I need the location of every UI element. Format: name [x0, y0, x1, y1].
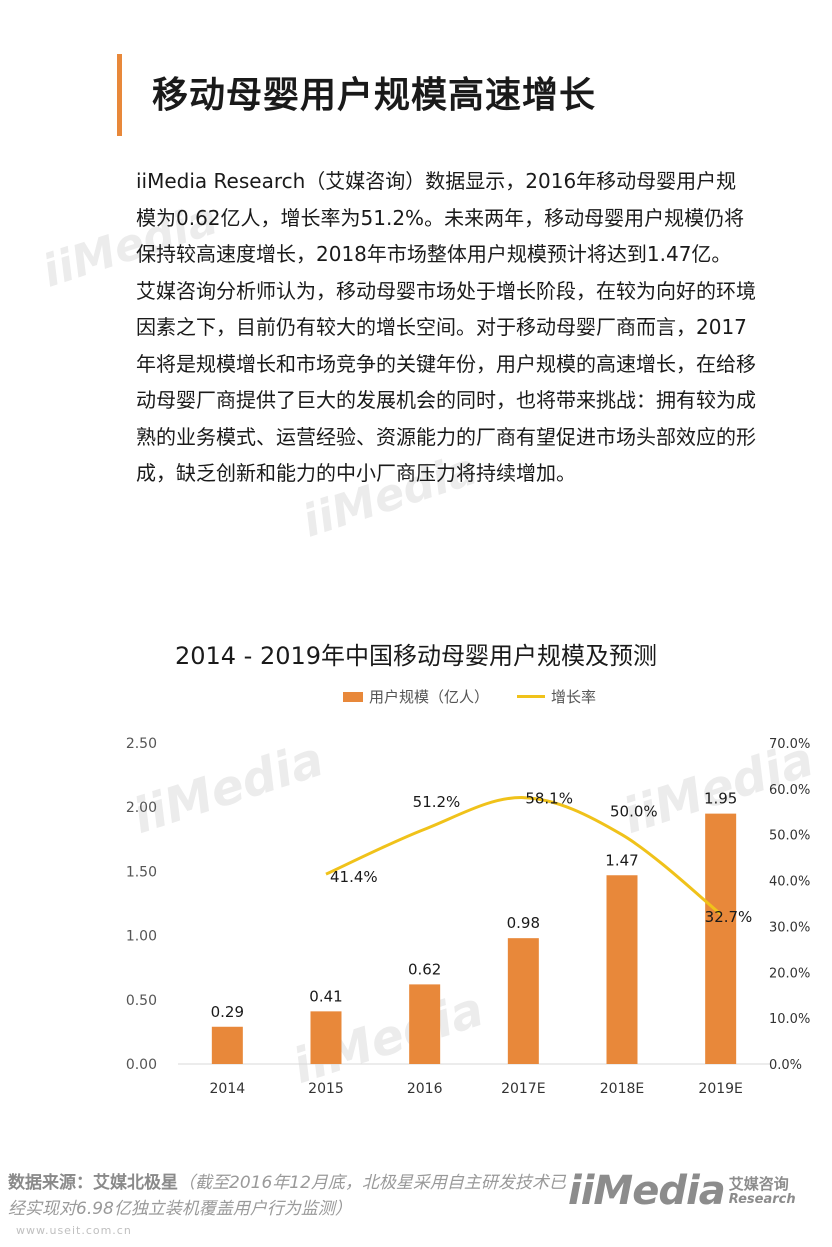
bar-value-label: 0.62 — [408, 960, 441, 978]
chart-title: 2014 - 2019年中国移动母婴用户规模及预测 — [174, 642, 658, 670]
logo-cn: 艾媒咨询 — [728, 1175, 789, 1193]
x-tick-label: 2016 — [407, 1081, 443, 1097]
bar-value-label: 1.95 — [704, 790, 737, 808]
bar — [606, 875, 638, 1064]
bar-value-label: 1.47 — [605, 851, 638, 869]
y-right-tick-label: 20.0% — [769, 966, 810, 981]
x-tick-label: 2015 — [308, 1081, 344, 1097]
x-tick-label: 2018E — [600, 1081, 644, 1097]
source-label: 数据来源：艾媒北极星 — [8, 1173, 178, 1193]
site-url: www.useit.com.cn — [16, 1224, 132, 1237]
y-right-tick-label: 50.0% — [769, 829, 810, 844]
bar — [705, 813, 737, 1064]
y-right-tick-label: 60.0% — [769, 783, 810, 798]
legend-bar-swatch — [343, 691, 363, 702]
user-scale-chart: 0.00 0.50 1.00 1.50 2.00 2.50 0.0% 10.0% 20.0% 30… — [126, 736, 810, 1097]
bar — [409, 984, 441, 1064]
legend-line-swatch — [517, 695, 546, 698]
growth-rate-label: 58.1% — [525, 790, 573, 808]
body-text: iiMedia Research（艾媒咨询）数据显示，2016年移动母婴用户规模… — [136, 163, 756, 492]
y-left-tick-label: 2.50 — [126, 736, 157, 752]
growth-rate-label: 51.2% — [413, 793, 461, 811]
y-left-tick-label: 0.00 — [126, 1057, 157, 1073]
y-right-tick-label: 0.0% — [769, 1058, 802, 1073]
legend-bar-label: 用户规模（亿人） — [369, 688, 490, 706]
title-accent-bar — [117, 54, 122, 136]
y-left-tick-label: 1.50 — [126, 864, 157, 880]
page-title: 移动母婴用户规模高速增长 — [152, 75, 597, 116]
y-left-tick-label: 1.00 — [126, 929, 157, 945]
x-tick-label: 2019E — [698, 1081, 742, 1097]
y-right-tick-label: 40.0% — [769, 875, 810, 890]
bar — [507, 938, 539, 1064]
bar — [310, 1011, 342, 1064]
bar-value-label: 0.98 — [507, 914, 540, 932]
bar-value-label: 0.41 — [309, 987, 342, 1005]
legend-line-label: 增长率 — [551, 688, 597, 706]
iimedia-logo: iiMedia 艾媒咨询 Research — [568, 1168, 796, 1214]
bar — [211, 1026, 243, 1064]
growth-rate-label: 41.4% — [330, 868, 378, 886]
growth-rate-label: 50.0% — [610, 803, 658, 821]
chart-legend: 用户规模（亿人） 增长率 — [343, 686, 596, 707]
growth-rate-line — [325, 796, 722, 916]
y-right-tick-label: 70.0% — [769, 737, 810, 752]
logo-mark: iiMedia — [568, 1168, 726, 1214]
y-right-tick-label: 10.0% — [769, 1012, 810, 1027]
y-left-tick-label: 2.00 — [126, 800, 157, 816]
growth-rate-label: 32.7% — [705, 908, 753, 926]
bar-value-label: 0.29 — [211, 1003, 244, 1021]
x-tick-label: 2017E — [501, 1081, 545, 1097]
data-source: 数据来源：艾媒北极星（截至2016年12月底，北极星采用自主研发技术已经实现对6… — [8, 1170, 568, 1222]
source-note: （截至2016年12月底，北极星采用自主研发技术已经实现对6.98亿独立装机覆盖… — [8, 1173, 566, 1219]
paragraph-summary: iiMedia Research（艾媒咨询）数据显示，2016年移动母婴用户规模… — [136, 169, 745, 266]
y-left-tick-label: 0.50 — [126, 993, 157, 1009]
paragraph-analysis: 艾媒咨询分析师认为，移动母婴市场处于增长阶段，在较为向好的环境因素之下，目前仍有… — [136, 278, 756, 486]
x-tick-label: 2014 — [210, 1081, 246, 1097]
y-right-tick-label: 30.0% — [769, 920, 810, 935]
logo-en: Research — [728, 1192, 796, 1207]
